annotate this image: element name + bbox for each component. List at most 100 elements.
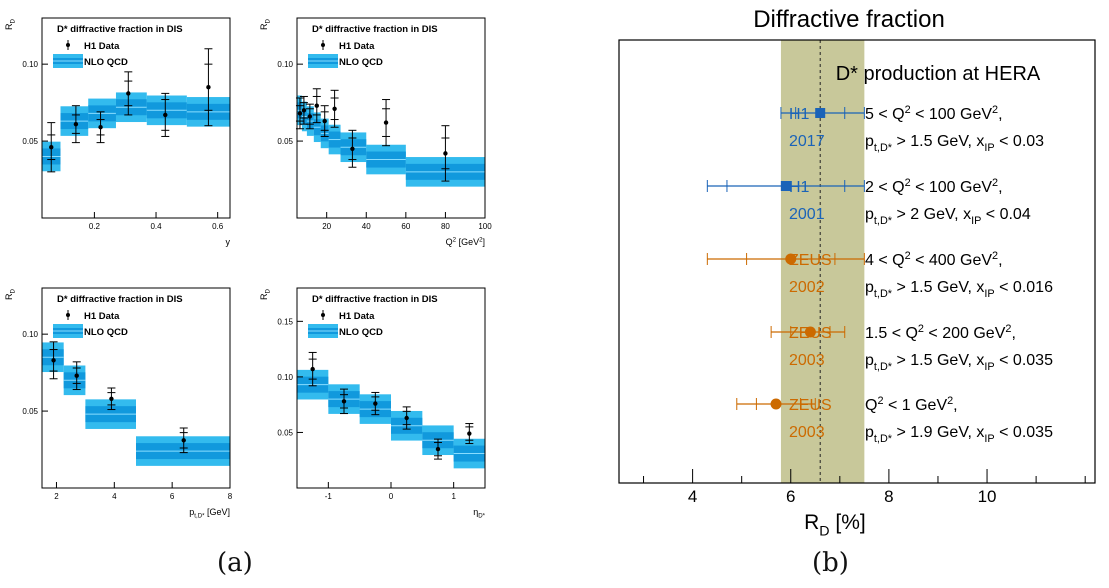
legend-label-data: H1 Data <box>84 41 120 52</box>
data-point <box>181 438 186 443</box>
measurement-cuts-line2: pt,D* > 1.5 GeV, xIP < 0.03 <box>865 133 1044 154</box>
x-tick-label: -1 <box>325 492 333 501</box>
data-point <box>341 399 347 404</box>
summary-x-axis-label: RD [%] <box>804 511 866 539</box>
measurement-experiment: ZEUS <box>789 397 832 414</box>
panel-title: D* diffractive fraction in DIS <box>57 294 183 305</box>
data-point <box>314 103 319 108</box>
y-tick-label: 0.15 <box>277 317 293 326</box>
caption-a: (a) <box>217 548 253 578</box>
legend-label-data: H1 Data <box>339 311 375 322</box>
measurement-year: 2003 <box>789 352 825 369</box>
y-axis-label: RD <box>4 19 17 31</box>
legend-label-data: H1 Data <box>84 311 120 322</box>
y-tick-label: 0.05 <box>22 407 38 416</box>
measurement-cuts-line1: Q2 < 1 GeV2, <box>865 395 958 414</box>
measurement-year: 2001 <box>789 206 825 223</box>
x-tick-label: 4 <box>688 487 697 506</box>
measurement-experiment: ZEUS <box>789 325 832 342</box>
data-point <box>467 431 472 436</box>
panel-4: -1 0 1 0.05 0.10 0.15 RD ηD* D* diffractive frac… <box>259 287 486 520</box>
data-point <box>307 114 313 119</box>
y-tick-label: 0.05 <box>277 137 293 146</box>
x-tick-label: 8 <box>228 492 233 501</box>
y-tick-label: 0.05 <box>277 428 293 437</box>
summary-title: Diffractive fraction <box>753 6 945 33</box>
y-tick-label: 0.10 <box>277 373 293 382</box>
x-tick-label: 6 <box>786 487 795 506</box>
data-point <box>109 396 114 401</box>
plot-frame <box>41 17 231 219</box>
x-tick-label: 20 <box>322 222 331 231</box>
x-tick-label: 6 <box>170 492 175 501</box>
x-tick-label: 60 <box>401 222 410 231</box>
measurement-experiment: ZEUS <box>789 252 832 269</box>
legend-marker-data <box>66 43 70 47</box>
data-point <box>297 111 303 116</box>
panel-2: 20 40 60 80 100 0.05 0.10 RD Q2 [GeV2] D* diffrac… <box>259 17 492 247</box>
x-tick-label: 2 <box>54 492 59 501</box>
legend-label-nlo: NLO QCD <box>339 57 383 68</box>
data-point <box>404 415 409 421</box>
legend-marker-data <box>321 43 325 47</box>
data-point <box>49 145 54 150</box>
x-tick-label: 40 <box>362 222 371 231</box>
legend-marker-data <box>66 313 70 317</box>
data-point <box>206 85 211 90</box>
y-tick-label: 0.10 <box>22 60 38 69</box>
summary-panel: Diffractive fraction 4 6 8 10 RD [%] D* produc… <box>618 6 1096 539</box>
x-tick-label: 4 <box>112 492 117 501</box>
y-tick-label: 0.10 <box>277 60 293 69</box>
measurement-year: 2003 <box>789 424 825 441</box>
data-point <box>383 120 389 125</box>
measurement-cuts-line2: pt,D* > 1.5 GeV, xIP < 0.016 <box>865 279 1053 300</box>
plot-frame <box>41 287 231 489</box>
measurement-cuts-line1: 1.5 < Q2 < 200 GeV2, <box>865 323 1016 342</box>
caption-b: (b) <box>812 548 849 578</box>
measurement-marker <box>804 326 816 338</box>
x-axis-label: y <box>226 237 231 247</box>
data-point <box>74 373 79 378</box>
panel-3: 2 4 6 8 0.05 0.10 RD pt,D* [GeV] D* diffractive … <box>4 287 233 520</box>
measurement-year: 2017 <box>789 133 825 150</box>
x-axis-label: pt,D* [GeV] <box>189 507 230 520</box>
x-tick-label: 8 <box>884 487 893 506</box>
legend-label-nlo: NLO QCD <box>84 327 128 338</box>
data-point <box>126 91 131 96</box>
data-point <box>51 358 56 363</box>
measurement-experiment: H1 <box>789 179 810 196</box>
legend-label-nlo: NLO QCD <box>84 57 128 68</box>
summary-subtitle: D* production at HERA <box>836 63 1041 85</box>
measurement-cuts-line1: 2 < Q2 < 100 GeV2, <box>865 177 1003 196</box>
y-axis-label: RD <box>259 289 272 301</box>
measurement-marker <box>785 253 797 265</box>
y-tick-label: 0.05 <box>22 137 38 146</box>
x-tick-label: 0.4 <box>150 222 162 231</box>
data-point <box>301 108 307 113</box>
plot-frame <box>296 17 486 219</box>
measurement-cuts-line2: pt,D* > 1.5 GeV, xIP < 0.035 <box>865 352 1053 373</box>
x-tick-label: 0 <box>389 492 394 501</box>
measurement-cuts-line1: 4 < Q2 < 400 GeV2, <box>865 250 1003 269</box>
legend-label-data: H1 Data <box>339 41 375 52</box>
data-point <box>332 106 337 111</box>
y-tick-label: 0.10 <box>22 330 38 339</box>
legend-marker-data <box>321 313 325 317</box>
data-point <box>443 151 448 156</box>
measurement-marker <box>815 108 826 118</box>
data-point <box>322 118 327 124</box>
y-axis-label: RD <box>259 19 272 31</box>
x-tick-label: 80 <box>441 222 450 231</box>
measurement-year: 2002 <box>789 279 825 296</box>
data-point <box>98 125 103 130</box>
panel-title: D* diffractive fraction in DIS <box>312 294 438 305</box>
measurement-marker <box>780 181 791 191</box>
measurement-cuts-line2: pt,D* > 1.9 GeV, xIP < 0.035 <box>865 424 1053 445</box>
x-tick-label: 1 <box>451 492 456 501</box>
data-point <box>310 366 315 372</box>
measurement-cuts-line1: 5 < Q2 < 100 GeV2, <box>865 104 1003 123</box>
x-tick-label: 0.6 <box>212 222 224 231</box>
summary-frame <box>618 39 1096 484</box>
panel-title: D* diffractive fraction in DIS <box>312 24 438 35</box>
data-point <box>73 121 79 127</box>
